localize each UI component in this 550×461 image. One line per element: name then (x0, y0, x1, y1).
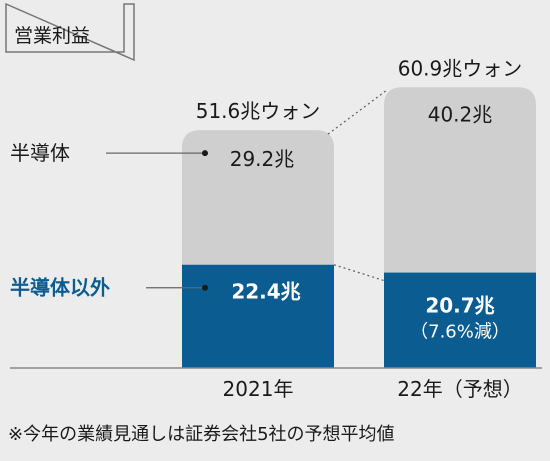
leader-dot-semiconductor (202, 150, 208, 157)
label-semiconductor-0: 29.2兆 (230, 147, 295, 171)
bar-semiconductor-1 (384, 87, 536, 273)
bar-non-semiconductor-1 (384, 272, 536, 368)
total-label-1: 60.9兆ウォン (398, 56, 523, 80)
title-frame (5, 2, 135, 62)
plot-area: 51.6兆ウォン 29.2兆 22.4兆 2021年 60.9兆ウォン 40.2兆 20.7… (10, 56, 536, 401)
connector-total (327, 88, 389, 135)
bar-semiconductor-0 (182, 130, 334, 265)
connector-non-semiconductor (333, 264, 385, 282)
label-non-semiconductor-1: 20.7兆 (425, 294, 494, 318)
bar-non-semiconductor-0 (182, 264, 334, 368)
legend-semiconductor: 半導体 (10, 141, 70, 165)
chart-title: 営業利益 (14, 25, 90, 47)
label-non-semiconductor-0: 22.4兆 (231, 280, 300, 304)
label-semiconductor-1: 40.2兆 (428, 102, 493, 126)
total-label-0: 51.6兆ウォン (196, 99, 321, 123)
x-tick-label-1: 22年（予想） (397, 377, 522, 401)
footnote: ※今年の業績見通しは証券会社5社の予想平均値 (8, 424, 395, 445)
sublabel-non-semiconductor-1: （7.6%減） (410, 322, 510, 343)
legend-non-semiconductor: 半導体以外 (10, 276, 110, 300)
leader-dot-non-semiconductor (202, 284, 208, 291)
x-tick-label-0: 2021年 (223, 377, 294, 401)
